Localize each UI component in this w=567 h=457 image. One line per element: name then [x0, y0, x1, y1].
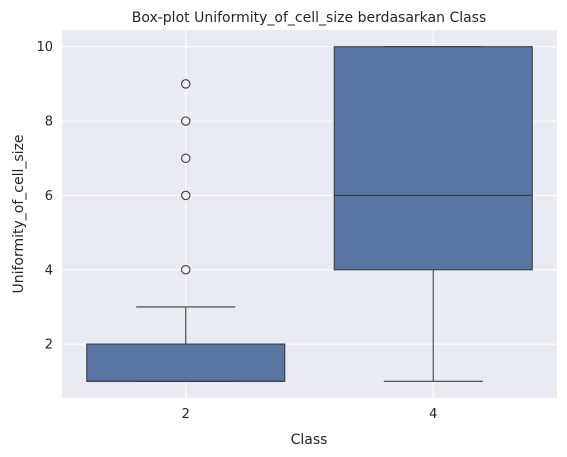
- box-iqr: [333, 46, 533, 271]
- outlier-point: [181, 265, 191, 275]
- y-axis-label: Uniformity_of_cell_size: [11, 134, 27, 293]
- y-tick-label: 10: [36, 40, 53, 55]
- outlier-point: [181, 153, 191, 163]
- boxes: [86, 46, 533, 382]
- box-iqr: [86, 343, 286, 382]
- y-tick-label: 8: [45, 115, 53, 130]
- x-tick-label: 4: [429, 407, 437, 422]
- outlier-point: [181, 190, 191, 201]
- y-tick-label: 6: [45, 189, 53, 204]
- y-tick-label: 4: [45, 263, 53, 278]
- outlier-point: [181, 116, 191, 126]
- box-group-4: [333, 46, 533, 382]
- outlier-point: [181, 79, 191, 89]
- x-axis-label: Class: [291, 432, 328, 448]
- y-tick-labels: 2 4 6 8 10: [36, 40, 53, 352]
- box-group-2: [86, 79, 286, 382]
- chart-title: Box-plot Uniformity_of_cell_size berdasa…: [132, 10, 487, 26]
- y-tick-label: 2: [45, 338, 53, 353]
- x-tick-label: 2: [182, 407, 190, 422]
